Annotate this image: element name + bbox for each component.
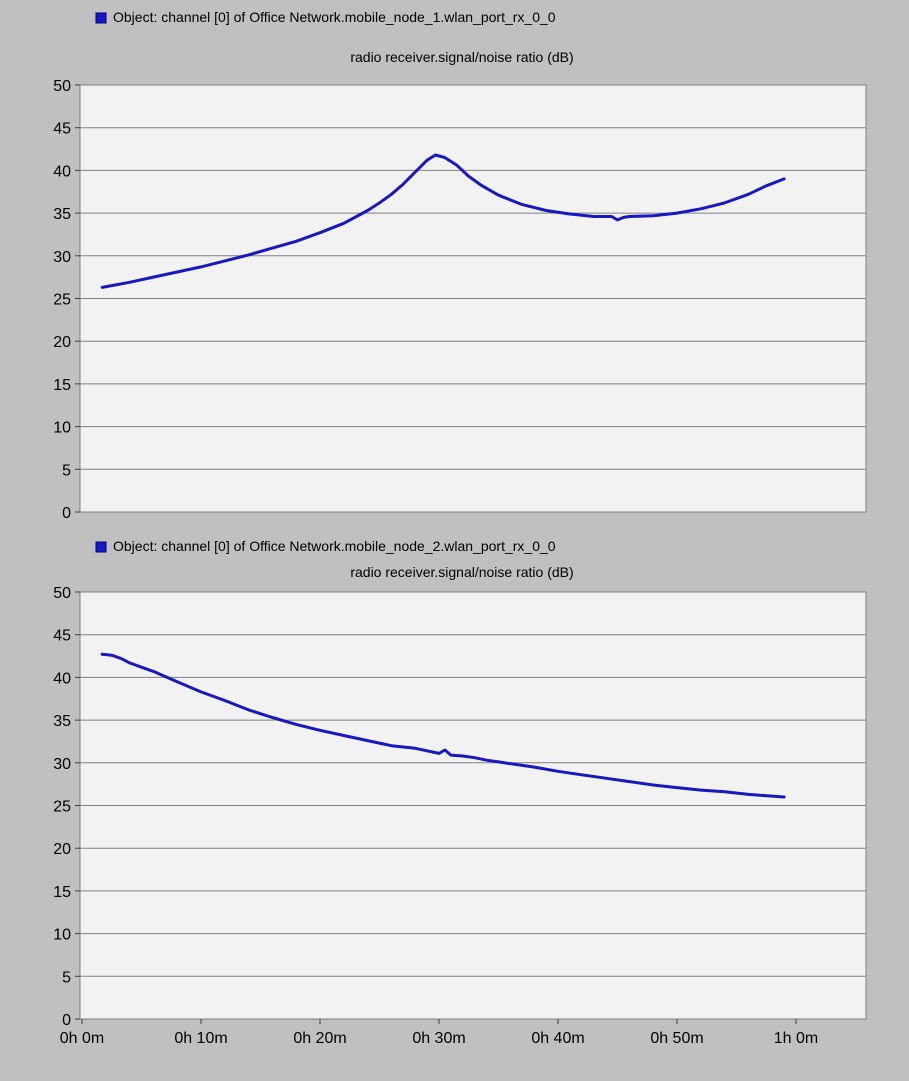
y-tick-label: 35 (53, 206, 71, 223)
y-tick-label: 40 (53, 670, 71, 687)
y-tick-label: 0 (62, 505, 71, 522)
y-tick-label: 30 (53, 249, 71, 266)
y-tick-label: 20 (53, 841, 71, 858)
grid-lines-2 (80, 634, 866, 977)
chart-title-1: radio receiver.signal/noise ratio (dB) (350, 49, 573, 65)
series-2 (100, 652, 786, 799)
x-tick-label: 0h 10m (174, 1030, 227, 1047)
chart-panel-2: Object: channel [0] of Office Network.mo… (53, 538, 867, 1047)
y-tick-label: 35 (53, 713, 71, 730)
y-tick-label: 30 (53, 756, 71, 773)
x-tick-label: 1h 0m (774, 1030, 818, 1047)
y-axis-1: 0 5 10 15 20 25 30 35 40 45 50 (53, 78, 80, 522)
y-tick-label: 25 (53, 292, 71, 309)
x-tick-label: 0h 40m (531, 1030, 584, 1047)
y-tick-label: 0 (62, 1012, 71, 1029)
grid-lines-1 (80, 127, 866, 470)
series-1 (100, 153, 786, 289)
chart-title-2: radio receiver.signal/noise ratio (dB) (350, 564, 573, 580)
chart-panel-1: Object: channel [0] of Office Network.mo… (53, 9, 867, 522)
y-tick-label: 25 (53, 799, 71, 816)
plot-area-1: 0 5 10 15 20 25 30 35 40 45 50 (53, 78, 867, 522)
y-axis-2: 0 5 10 15 20 25 30 35 40 45 50 (53, 585, 80, 1029)
legend-swatch-1 (95, 12, 107, 24)
series-line (100, 652, 786, 799)
x-tick-label: 0h 50m (650, 1030, 703, 1047)
y-tick-label: 40 (53, 163, 71, 180)
y-tick-label: 50 (53, 78, 71, 95)
y-tick-label: 5 (62, 969, 71, 986)
y-tick-label: 45 (53, 628, 71, 645)
y-tick-label: 15 (53, 377, 71, 394)
x-tick-label: 0h 0m (60, 1030, 104, 1047)
y-tick-label: 15 (53, 884, 71, 901)
y-tick-label: 45 (53, 121, 71, 138)
y-tick-label: 50 (53, 585, 71, 602)
legend-label-1: Object: channel [0] of Office Network.mo… (113, 9, 556, 25)
series-line (100, 153, 786, 289)
y-tick-label: 10 (53, 927, 71, 944)
y-tick-label: 10 (53, 420, 71, 437)
y-tick-label: 20 (53, 334, 71, 351)
x-tick-label: 0h 20m (293, 1030, 346, 1047)
x-tick-label: 0h 30m (412, 1030, 465, 1047)
legend-swatch-2 (95, 541, 107, 553)
y-tick-label: 5 (62, 462, 71, 479)
legend-label-2: Object: channel [0] of Office Network.mo… (113, 538, 556, 554)
x-axis-2: 0h 0m 0h 10m 0h 20m 0h 30m 0h 40m 0h 50m 1h 0m (60, 1019, 818, 1047)
